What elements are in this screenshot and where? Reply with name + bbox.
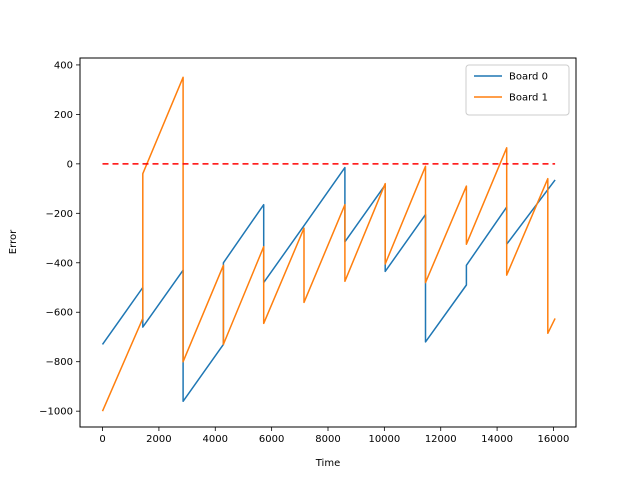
legend-label: Board 1 (509, 93, 548, 104)
y-tick-label: 0 (67, 159, 73, 170)
y-tick-label: −1000 (39, 407, 73, 418)
x-axis-label: Time (315, 458, 340, 469)
series-line-board-0 (101, 166, 556, 403)
x-tick-label: 12000 (425, 434, 457, 445)
x-tick-label: 14000 (481, 434, 513, 445)
series-line-board-1 (101, 76, 556, 412)
y-tick-label: −600 (46, 308, 73, 319)
x-tick-label: 8000 (315, 434, 340, 445)
x-tick-label: 10000 (368, 434, 400, 445)
x-axis: 0 2000 4000 6000 8000 10000 12000 14000 16000 (99, 427, 569, 445)
x-tick-label: 0 (99, 434, 105, 445)
legend: Board 0 Board 1 (465, 64, 570, 116)
y-tick-label: −800 (46, 357, 73, 368)
y-tick-label: 400 (54, 60, 73, 71)
x-tick-label: 2000 (146, 434, 171, 445)
y-tick-label: 200 (54, 110, 73, 121)
legend-box (465, 64, 570, 116)
legend-label: Board 0 (509, 72, 548, 83)
y-axis: −1000 −800 −600 −400 −200 0 200 400 (39, 60, 80, 418)
x-tick-label: 4000 (203, 434, 228, 445)
series-layer (101, 76, 556, 412)
x-tick-label: 16000 (538, 434, 570, 445)
y-tick-label: −200 (46, 209, 73, 220)
y-tick-label: −400 (46, 258, 73, 269)
y-axis-label: Error (8, 229, 19, 254)
x-tick-label: 6000 (259, 434, 284, 445)
